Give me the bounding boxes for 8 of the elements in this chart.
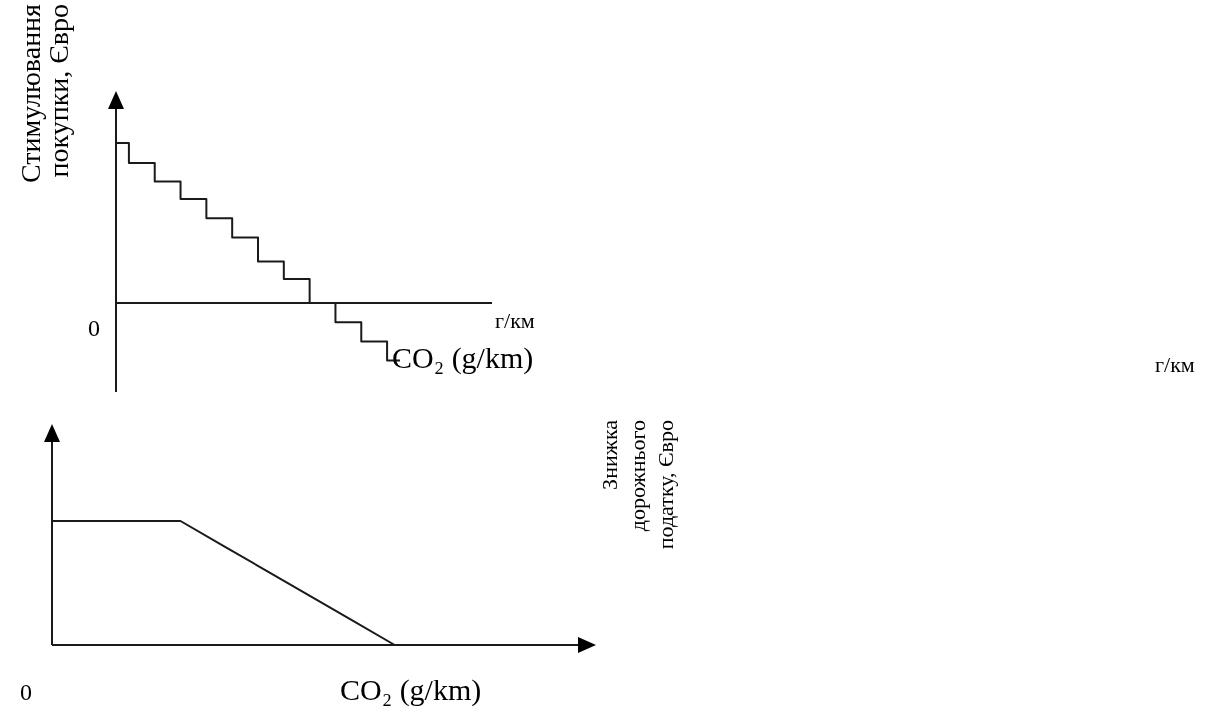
y-axis-title: Знижка дорожнього податку, Євро	[597, 419, 679, 550]
x-axis-title: CO₂ (g/km)	[340, 673, 482, 707]
text: г/км	[495, 308, 535, 333]
text: 0	[88, 315, 100, 341]
text: 0	[20, 679, 32, 705]
y-axis-title: Стимулювання покупки, Євро	[15, 3, 75, 184]
x-axis-title: CO₂ (g/km)	[392, 341, 534, 375]
text: г/км	[1155, 352, 1195, 377]
